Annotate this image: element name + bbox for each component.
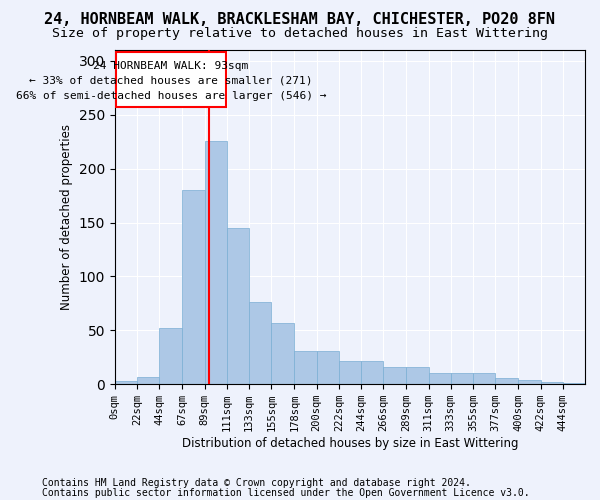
- Bar: [227, 228, 249, 384]
- Text: Size of property relative to detached houses in East Wittering: Size of property relative to detached ho…: [52, 28, 548, 40]
- Bar: [249, 302, 271, 384]
- Bar: [182, 190, 205, 384]
- Bar: [159, 328, 182, 384]
- Bar: [295, 351, 317, 384]
- Text: Contains HM Land Registry data © Crown copyright and database right 2024.: Contains HM Land Registry data © Crown c…: [42, 478, 471, 488]
- Bar: [339, 360, 361, 384]
- Bar: [518, 380, 541, 384]
- Text: 66% of semi-detached houses are larger (546) →: 66% of semi-detached houses are larger (…: [16, 91, 326, 101]
- Bar: [383, 367, 406, 384]
- Bar: [205, 140, 227, 384]
- Text: ← 33% of detached houses are smaller (271): ← 33% of detached houses are smaller (27…: [29, 76, 313, 86]
- Text: 24, HORNBEAM WALK, BRACKLESHAM BAY, CHICHESTER, PO20 8FN: 24, HORNBEAM WALK, BRACKLESHAM BAY, CHIC…: [44, 12, 556, 28]
- Y-axis label: Number of detached properties: Number of detached properties: [60, 124, 73, 310]
- Bar: [406, 367, 428, 384]
- Bar: [271, 323, 295, 384]
- Text: 24 HORNBEAM WALK: 93sqm: 24 HORNBEAM WALK: 93sqm: [93, 61, 248, 71]
- Bar: [473, 374, 495, 384]
- Bar: [361, 360, 383, 384]
- Bar: [563, 383, 585, 384]
- Bar: [451, 374, 473, 384]
- Text: Contains public sector information licensed under the Open Government Licence v3: Contains public sector information licen…: [42, 488, 530, 498]
- Bar: [541, 382, 563, 384]
- Bar: [137, 376, 159, 384]
- X-axis label: Distribution of detached houses by size in East Wittering: Distribution of detached houses by size …: [182, 437, 518, 450]
- FancyBboxPatch shape: [116, 52, 226, 107]
- Bar: [115, 381, 137, 384]
- Bar: [495, 378, 518, 384]
- Bar: [428, 374, 451, 384]
- Bar: [317, 351, 339, 384]
